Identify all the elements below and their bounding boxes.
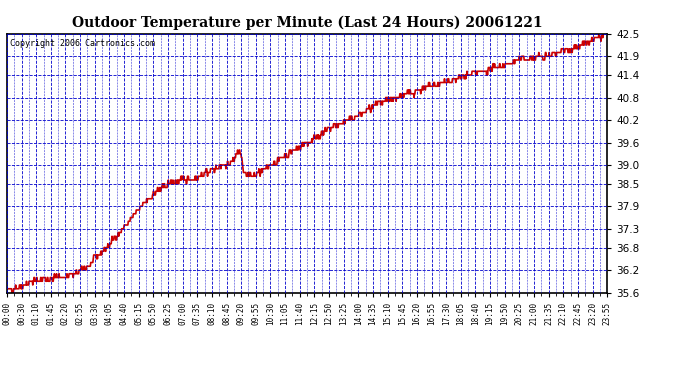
Title: Outdoor Temperature per Minute (Last 24 Hours) 20061221: Outdoor Temperature per Minute (Last 24 … [72,15,542,30]
Text: Copyright 2006 Cartronics.com: Copyright 2006 Cartronics.com [10,39,155,48]
